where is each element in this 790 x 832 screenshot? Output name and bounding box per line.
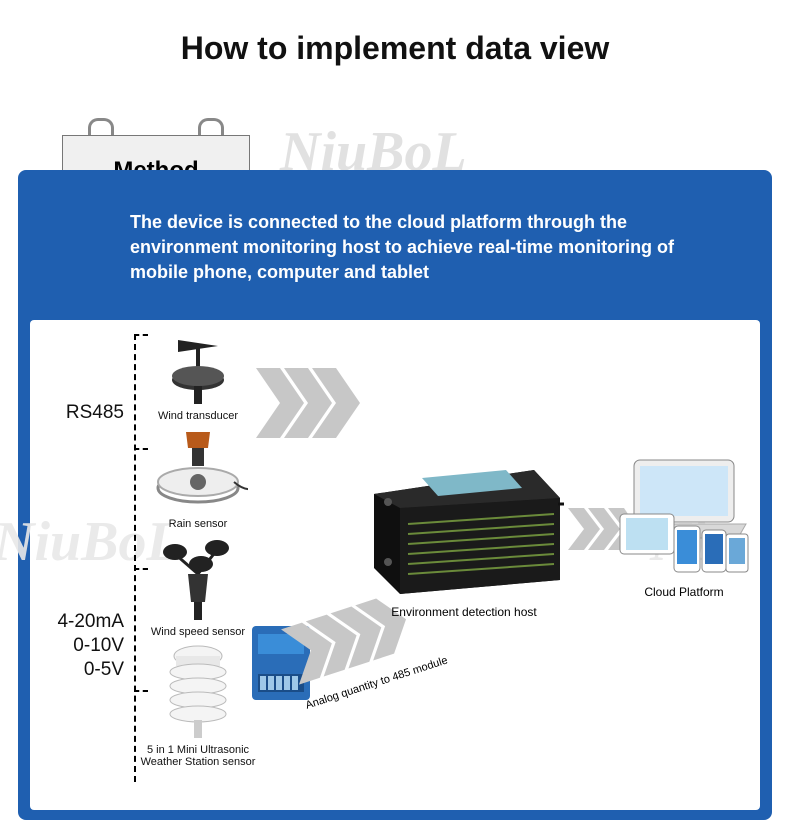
wind-transducer-label: Wind transducer bbox=[138, 410, 258, 422]
ultrasonic-sensor: 5 in 1 Mini Ultrasonic Weather Station s… bbox=[138, 642, 258, 768]
host-label: Environment detection host bbox=[364, 605, 564, 619]
diagram-panel: NiuBoL Niu RS485 4-20mA 0-10V 0-5V Wind … bbox=[30, 320, 760, 810]
wind-transducer: Wind transducer bbox=[138, 328, 258, 422]
rain-sensor: Rain sensor bbox=[138, 426, 258, 530]
analog-labels: 4-20mA 0-10V 0-5V bbox=[36, 610, 124, 681]
dashed-line-v bbox=[134, 334, 136, 782]
rs485-label: RS485 bbox=[48, 402, 124, 424]
cloud-platform: Cloud Platform bbox=[614, 450, 754, 599]
description: The device is connected to the cloud pla… bbox=[130, 210, 730, 286]
analog-2: 0-10V bbox=[36, 634, 124, 658]
wind-speed-icon bbox=[153, 534, 243, 624]
chevrons-sensors-host bbox=[256, 368, 376, 438]
ultrasonic-label: 5 in 1 Mini Ultrasonic Weather Station s… bbox=[138, 744, 258, 768]
host-device: Environment detection host bbox=[364, 460, 564, 619]
ultrasonic-icon bbox=[158, 642, 238, 742]
sensor-column: Wind transducer Rain sensor bbox=[138, 328, 258, 772]
page-title: How to implement data view bbox=[0, 0, 790, 67]
analog-1: 4-20mA bbox=[36, 610, 124, 634]
wind-speed-label: Wind speed sensor bbox=[138, 626, 258, 638]
rain-sensor-label: Rain sensor bbox=[138, 518, 258, 530]
rain-sensor-icon bbox=[148, 426, 248, 516]
analog-3: 0-5V bbox=[36, 658, 124, 682]
host-icon bbox=[364, 460, 564, 600]
wind-transducer-icon bbox=[158, 328, 238, 408]
cloud-label: Cloud Platform bbox=[614, 585, 754, 599]
cloud-icon bbox=[614, 450, 754, 580]
wind-speed-sensor: Wind speed sensor bbox=[138, 534, 258, 638]
